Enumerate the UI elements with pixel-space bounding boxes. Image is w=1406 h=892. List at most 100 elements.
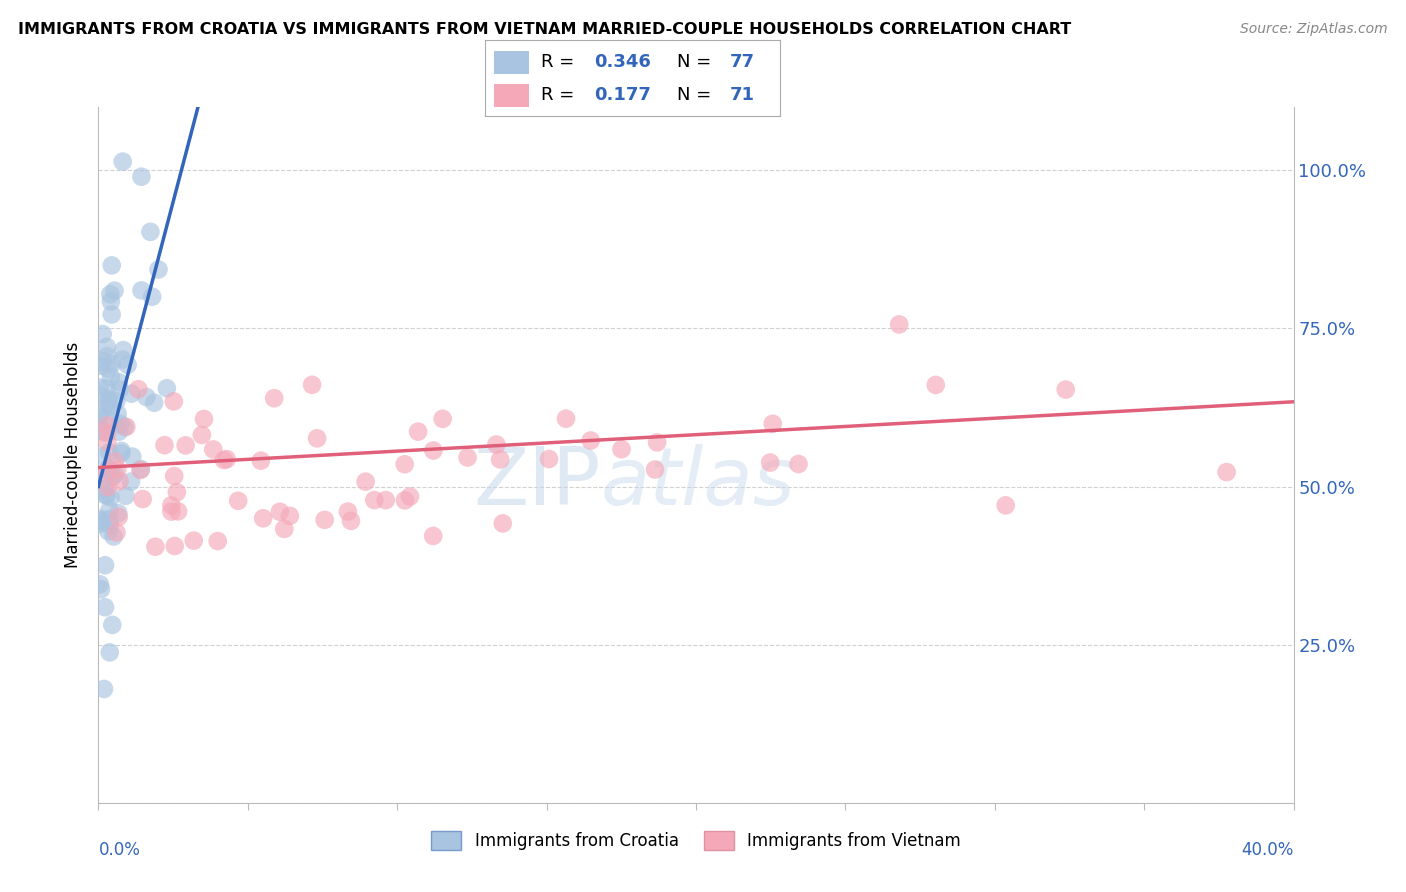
Point [97,462,120,476]
Text: 40.0%: 40.0% [1241,841,1294,859]
Point [98,445,121,459]
Point [112,343,135,357]
Point [114,420,136,434]
Point [103,284,125,298]
Point [100,491,122,505]
Point [537,452,560,467]
Point [104,467,127,481]
Point [89,407,111,421]
Point [252,511,274,525]
Point [278,508,301,523]
Point [191,428,214,442]
Point [107,506,129,520]
Text: 77: 77 [730,54,755,71]
Point [994,499,1017,513]
Point [129,462,152,476]
Point [89,516,111,531]
Text: R =: R = [541,87,581,104]
Point [108,425,131,439]
Point [100,308,122,322]
Point [114,489,136,503]
Point [579,434,602,448]
Point [644,462,666,476]
Point [93,482,115,496]
Point [97,512,120,526]
Point [97,394,120,409]
FancyBboxPatch shape [494,51,529,73]
Legend: Immigrants from Croatia, Immigrants from Vietnam: Immigrants from Croatia, Immigrants from… [425,824,967,857]
Point [363,493,385,508]
Point [374,493,396,508]
Point [111,352,134,367]
Point [226,493,249,508]
Point [100,294,122,309]
Point [91,473,114,487]
Point [120,386,142,401]
Point [301,377,323,392]
Point [93,425,115,440]
Point [889,318,911,332]
Point [104,454,127,468]
Point [193,412,215,426]
Point [107,407,129,421]
Point [96,464,118,478]
Point [110,446,132,460]
Point [399,490,422,504]
Point [100,370,122,384]
Point [163,394,186,409]
Point [129,463,152,477]
Point [156,381,179,395]
Point [141,290,163,304]
Text: 71: 71 [730,87,755,104]
Point [148,262,170,277]
Text: N =: N = [678,87,717,104]
Point [89,577,111,591]
Point [98,503,121,517]
Text: atlas: atlas [600,443,796,522]
Point [96,425,118,440]
Point [105,394,128,409]
Point [340,514,363,528]
Point [91,389,114,403]
Point [107,375,129,389]
Point [98,399,121,413]
Point [111,154,134,169]
Point [96,435,118,450]
Point [163,469,186,483]
Point [645,435,668,450]
Point [555,411,578,425]
Point [307,431,329,445]
Point [432,412,454,426]
Point [101,469,124,483]
Point [762,417,785,431]
Point [100,357,122,371]
Point [91,449,114,463]
Point [115,420,138,434]
Point [121,450,143,464]
Point [101,618,124,632]
Point [269,505,291,519]
Point [94,558,117,573]
Point [97,480,120,494]
Point [90,514,112,528]
Point [120,475,142,489]
Text: 0.177: 0.177 [595,87,651,104]
Point [105,525,128,540]
Point [163,539,186,553]
Point [263,391,285,405]
Point [94,600,117,615]
Point [91,327,114,342]
Point [108,383,131,397]
Point [97,524,120,539]
Point [336,504,359,518]
Point [93,681,115,696]
Point [394,493,416,508]
Point [1215,465,1237,479]
Point [406,425,429,439]
Point [153,438,176,452]
Point [207,534,229,549]
Point [103,529,125,543]
Point [96,488,118,502]
Point [98,645,121,659]
Point [91,354,114,368]
